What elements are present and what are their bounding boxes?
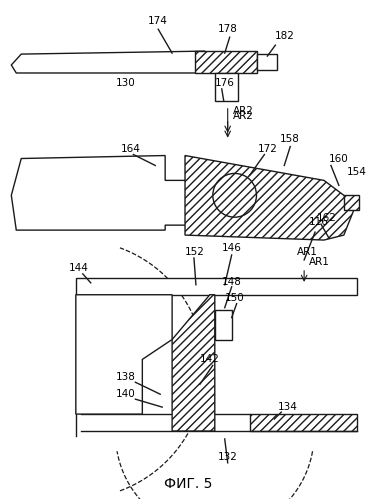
Polygon shape	[172, 294, 215, 431]
Text: 152: 152	[185, 247, 205, 257]
Text: 172: 172	[258, 144, 278, 154]
Text: AR2: AR2	[232, 106, 254, 116]
Polygon shape	[344, 196, 359, 210]
Text: 162: 162	[317, 213, 337, 223]
Polygon shape	[249, 414, 357, 431]
Text: 144: 144	[69, 263, 89, 273]
Text: ФИГ. 5: ФИГ. 5	[164, 476, 212, 490]
Text: 176: 176	[215, 78, 235, 88]
Polygon shape	[195, 51, 258, 73]
Text: 130: 130	[116, 78, 135, 88]
Text: 146: 146	[222, 243, 242, 253]
Text: 150: 150	[225, 292, 245, 302]
Polygon shape	[258, 54, 278, 70]
Text: AR1: AR1	[309, 257, 330, 267]
Text: 116: 116	[309, 217, 329, 227]
Text: 142: 142	[200, 354, 220, 364]
Text: AR2: AR2	[232, 111, 254, 120]
Text: 174: 174	[148, 16, 168, 26]
Polygon shape	[76, 278, 357, 294]
Text: 178: 178	[218, 24, 238, 34]
Text: 132: 132	[218, 452, 238, 462]
Text: 140: 140	[116, 389, 135, 399]
Text: 148: 148	[222, 277, 242, 287]
Text: AR1: AR1	[297, 247, 318, 257]
Text: 164: 164	[120, 144, 140, 154]
Polygon shape	[215, 73, 238, 101]
Text: 182: 182	[274, 31, 294, 41]
Polygon shape	[11, 51, 205, 73]
Circle shape	[213, 174, 256, 217]
Polygon shape	[76, 294, 172, 414]
Polygon shape	[215, 310, 232, 340]
Text: 138: 138	[116, 372, 135, 382]
Polygon shape	[185, 156, 354, 240]
Polygon shape	[11, 156, 195, 230]
Text: 154: 154	[347, 168, 367, 177]
Text: 134: 134	[278, 402, 297, 412]
Text: 160: 160	[329, 154, 349, 164]
Text: 158: 158	[279, 134, 299, 143]
